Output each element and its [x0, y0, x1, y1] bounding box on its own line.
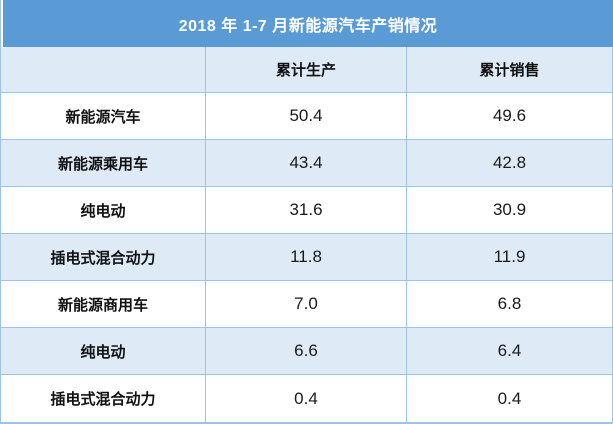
table-row: 新能源商用车 7.0 6.8 — [1, 281, 612, 328]
table-row: 新能源汽车 50.4 49.6 — [1, 93, 612, 140]
row-label: 纯电动 — [1, 187, 206, 233]
header-cell-sales: 累计销售 — [479, 62, 540, 79]
production-value: 31.6 — [206, 187, 407, 233]
row-label: 插电式混合动力 — [1, 375, 206, 422]
sales-value: 6.4 — [497, 341, 522, 360]
table-grid: 累计生产 累计销售 新能源汽车 50.4 49.6 新能源乘用车 43.4 42… — [1, 47, 613, 424]
sales-value: 0.4 — [497, 388, 522, 408]
row-label: 新能源商用车 — [1, 281, 206, 327]
row-label: 插电式混合动力 — [1, 234, 206, 280]
production-value: 11.8 — [206, 234, 407, 280]
row-label: 新能源汽车 — [1, 93, 206, 139]
row-label: 新能源乘用车 — [1, 140, 206, 186]
table-row: 插电式混合动力 0.4 0.4 — [1, 375, 612, 422]
production-value: 0.4 — [206, 375, 407, 422]
sales-value: 49.6 — [492, 106, 527, 125]
table-row: 插电式混合动力 11.8 11.9 — [1, 234, 612, 281]
sales-value: 11.9 — [493, 247, 526, 266]
header-cell-empty — [1, 47, 206, 92]
table-header-row: 累计生产 累计销售 — [1, 47, 612, 93]
table-row: 新能源乘用车 43.4 42.8 — [1, 140, 612, 187]
production-value: 6.6 — [206, 328, 407, 374]
table-row: 纯电动 6.6 6.4 — [1, 328, 612, 375]
table-row: 纯电动 31.6 30.9 — [1, 187, 612, 234]
table-body: 新能源汽车 50.4 49.6 新能源乘用车 43.4 42.8 纯电动 31.… — [1, 93, 612, 422]
header-cell-production: 累计生产 — [206, 47, 407, 92]
table-title: 2018 年 1-7 月新能源汽车产销情况 — [1, 0, 613, 47]
production-value: 43.4 — [206, 140, 407, 186]
sales-value: 6.8 — [497, 294, 522, 313]
production-value: 50.4 — [206, 93, 407, 139]
row-label: 纯电动 — [1, 328, 206, 374]
production-value: 7.0 — [206, 281, 407, 327]
sales-value: 30.9 — [492, 200, 527, 219]
sales-value: 42.8 — [492, 153, 527, 172]
